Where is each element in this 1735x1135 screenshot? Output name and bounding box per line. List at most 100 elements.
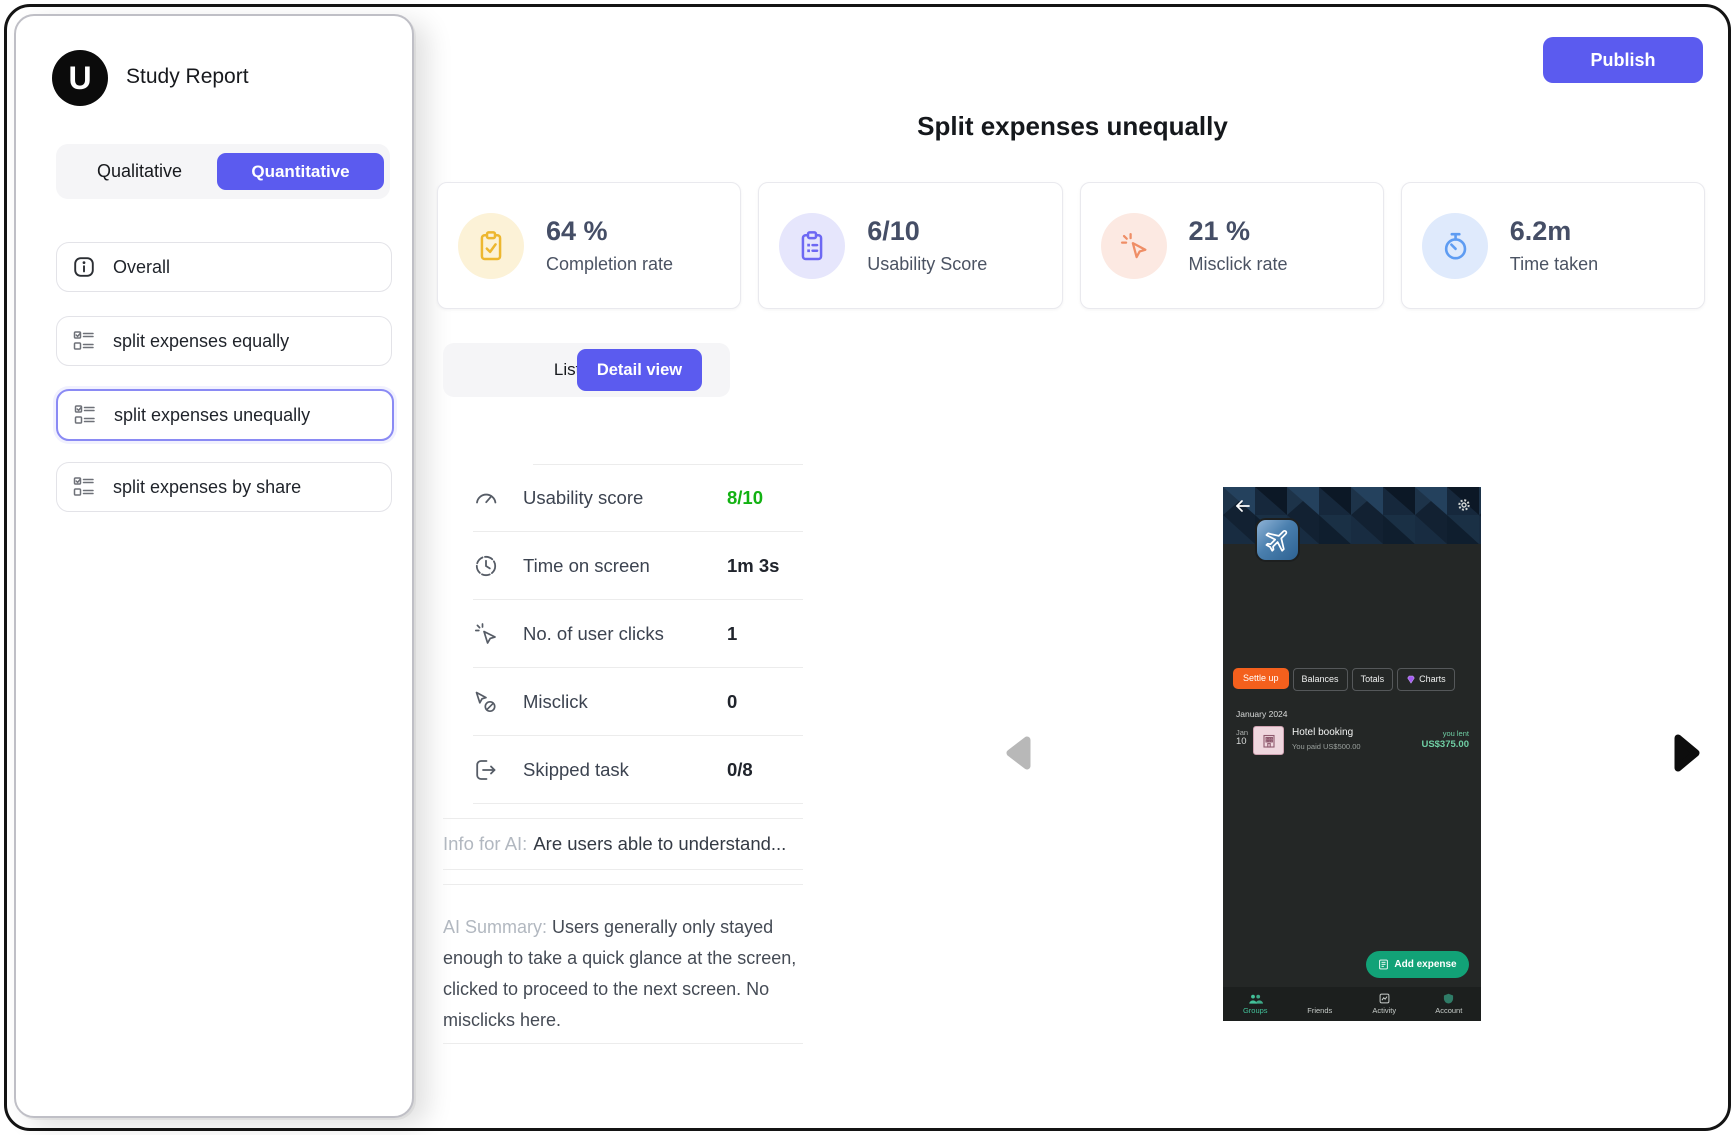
- stat-card-misclick-rate: 21 % Misclick rate: [1079, 182, 1384, 309]
- expense-title: Hotel booking: [1292, 727, 1354, 738]
- metric-label: Time on screen: [523, 554, 650, 576]
- tab-qualitative[interactable]: Qualitative: [96, 161, 183, 181]
- gauge-icon: [473, 485, 499, 511]
- info-for-ai-label: Info for AI:: [443, 833, 528, 854]
- groups-icon: [1249, 994, 1263, 1004]
- nav-friends: Friends: [1288, 987, 1353, 1021]
- clipboard-check-icon: [458, 212, 524, 279]
- metrics-top-divider: [533, 464, 803, 465]
- phone-bottom-nav: Groups Friends Activity Account: [1223, 987, 1481, 1021]
- account-icon: [1444, 993, 1454, 1004]
- sidebar-item-label: split expenses by share: [113, 476, 302, 497]
- stat-label: Completion rate: [546, 254, 674, 274]
- metric-value: 1: [727, 622, 738, 644]
- charts-button: Charts: [1397, 668, 1455, 691]
- nav-account: Account: [1417, 987, 1482, 1021]
- task-title: Split expenses unequally: [917, 111, 1228, 141]
- settle-up-button: Settle up: [1233, 668, 1289, 689]
- add-expense-button: Add expense: [1366, 951, 1469, 978]
- stat-value: 6/10: [867, 216, 920, 246]
- stat-cards: 64 % Completion rate 6/10 Usability Scor…: [437, 182, 1705, 309]
- metric-label: Skipped task: [523, 758, 629, 780]
- group-action-buttons: Settle up Balances Totals Charts: [1233, 668, 1481, 691]
- metric-value: 0/8: [727, 758, 753, 780]
- previous-screen-arrow[interactable]: [1005, 735, 1031, 771]
- month-header: January 2024: [1236, 709, 1288, 719]
- ai-summary: AI Summary: Users generally only stayed …: [443, 912, 825, 1036]
- trip-group-avatar: [1255, 518, 1300, 562]
- receipt-icon: [1379, 959, 1389, 970]
- lent-label: you lent: [1442, 729, 1469, 738]
- metric-label: Usability score: [523, 486, 644, 508]
- publish-button[interactable]: Publish: [1543, 37, 1703, 83]
- detail-view-tab[interactable]: Detail view: [577, 349, 702, 391]
- back-arrow-icon: [1234, 498, 1252, 514]
- stat-label: Misclick rate: [1188, 254, 1288, 274]
- ai-summary-label: AI Summary:: [443, 917, 548, 937]
- balances-button: Balances: [1292, 668, 1348, 691]
- task-list-icon: [72, 329, 96, 353]
- expense-date: Jan 10: [1236, 728, 1249, 747]
- ai-summary-text: Users generally only stayed enough to ta…: [443, 917, 797, 1030]
- metric-label: Misclick: [523, 690, 588, 712]
- view-toggle: List view Detail view: [443, 343, 730, 397]
- metric-value: 8/10: [727, 486, 764, 508]
- stat-value: 6.2m: [1509, 216, 1572, 246]
- sidebar: U Study Report Qualitative Quantitative …: [14, 14, 414, 1118]
- sidebar-item-label: split expenses unequally: [114, 404, 311, 425]
- task-list-icon: [72, 475, 96, 499]
- stat-label: Usability Score: [867, 254, 988, 274]
- tab-quantitative[interactable]: Quantitative: [217, 153, 384, 190]
- metric-row-time-on-screen: Time on screen 1m 3s: [473, 532, 803, 600]
- totals-button: Totals: [1351, 668, 1394, 691]
- metric-value: 0: [727, 690, 738, 712]
- sidebar-item-overall[interactable]: Overall: [56, 242, 392, 292]
- info-for-ai-row: Info for AI: Are users able to understan…: [443, 818, 803, 870]
- stat-card-time-taken: 6.2m Time taken: [1400, 182, 1705, 309]
- metric-row-usability-score: Usability score 8/10: [473, 464, 803, 532]
- skip-icon: [473, 757, 499, 783]
- info-icon: [72, 255, 96, 279]
- hotel-icon: [1253, 726, 1284, 755]
- sidebar-item-split-by-share[interactable]: split expenses by share: [56, 462, 392, 512]
- airplane-icon: [1265, 529, 1287, 552]
- stopwatch-icon: [1421, 212, 1488, 279]
- sidebar-item-split-unequally[interactable]: split expenses unequally: [56, 389, 394, 441]
- section-divider: [443, 1043, 803, 1044]
- user-clicks-icon: [473, 621, 499, 647]
- sidebar-item-label: Overall: [113, 256, 171, 277]
- gear-icon: [1457, 498, 1471, 512]
- sidebar-item-split-equally[interactable]: split expenses equally: [56, 316, 392, 366]
- metric-row-misclick: Misclick 0: [473, 668, 803, 736]
- metrics-table: Usability score 8/10 Time on screen 1m 3…: [473, 464, 803, 804]
- sidebar-item-label: split expenses equally: [113, 330, 290, 351]
- page-title: Study Report: [126, 65, 249, 88]
- nav-groups: Groups: [1223, 987, 1288, 1021]
- stat-label: Time taken: [1509, 254, 1599, 274]
- report-mode-tabs: Qualitative Quantitative: [56, 144, 390, 199]
- next-screen-arrow[interactable]: [1674, 733, 1700, 773]
- section-divider: [443, 884, 803, 885]
- clipboard-list-icon: [779, 212, 846, 279]
- metric-value: 1m 3s: [727, 554, 780, 576]
- app-logo: U: [52, 50, 108, 106]
- expense-paid: You paid US$500.00: [1292, 742, 1361, 751]
- activity-icon: [1379, 993, 1390, 1004]
- stat-value: 64 %: [546, 216, 608, 246]
- task-list-icon: [73, 403, 97, 427]
- stat-card-completion-rate: 64 % Completion rate: [437, 182, 742, 309]
- lent-amount: US$375.00: [1421, 739, 1469, 750]
- stat-value: 21 %: [1188, 216, 1251, 246]
- metric-row-skipped-task: Skipped task 0/8: [473, 736, 803, 804]
- info-for-ai-text: Are users able to understand...: [533, 833, 787, 854]
- friends-icon: [1314, 993, 1325, 1004]
- metric-label: No. of user clicks: [523, 622, 664, 644]
- nav-activity: Activity: [1352, 987, 1417, 1021]
- misclick-icon: [473, 689, 499, 715]
- stat-card-usability-score: 6/10 Usability Score: [758, 182, 1063, 309]
- metric-row-user-clicks: No. of user clicks 1: [473, 600, 803, 668]
- clock-icon: [473, 553, 499, 579]
- gem-icon: [1407, 675, 1415, 684]
- screen-preview[interactable]: Trip1 You are owed $375.00 overall Frien…: [1223, 487, 1481, 1021]
